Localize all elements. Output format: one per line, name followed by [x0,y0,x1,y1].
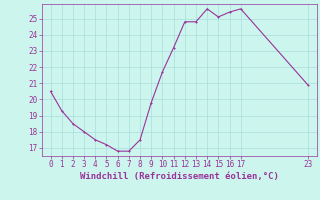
X-axis label: Windchill (Refroidissement éolien,°C): Windchill (Refroidissement éolien,°C) [80,172,279,181]
